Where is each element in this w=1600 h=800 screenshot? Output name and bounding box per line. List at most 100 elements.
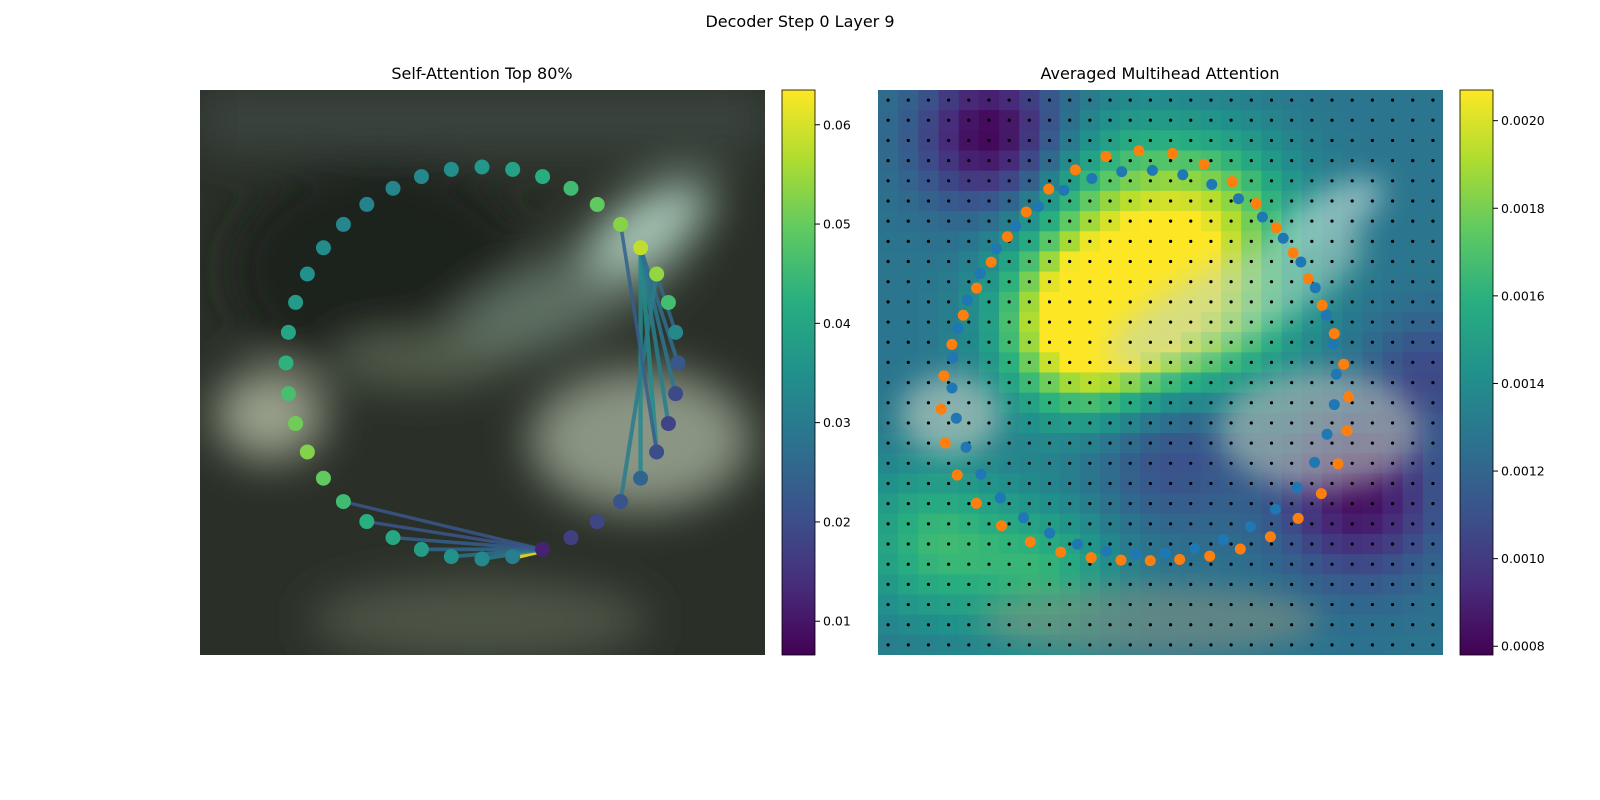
attention-edge [638, 245, 680, 365]
overlay-point [1287, 247, 1299, 259]
overlay-point [1343, 391, 1355, 403]
attention-point [563, 180, 579, 196]
overlay-point [1020, 206, 1032, 218]
attention-edge [618, 272, 659, 504]
colorbar-tick: 0.05 [815, 217, 851, 232]
colorbar-tick: 0.0020 [1493, 113, 1545, 128]
overlay-point [1146, 164, 1158, 176]
overlay-point [1144, 555, 1156, 567]
overlay-point [1316, 299, 1328, 311]
attention-point [668, 324, 684, 340]
attention-point [660, 294, 676, 310]
overlay-point [985, 256, 997, 268]
overlay-point [1198, 158, 1210, 170]
overlay-point [1001, 231, 1013, 243]
overlay-point [1043, 183, 1055, 195]
attention-point [443, 161, 459, 177]
overlay-point [1058, 184, 1070, 196]
svg-text:0.03: 0.03 [823, 415, 851, 430]
overlay-point [961, 294, 973, 306]
overlay-point [1321, 428, 1333, 440]
overlay-point [1044, 527, 1056, 539]
attention-point [633, 240, 649, 256]
attention-point [474, 159, 490, 175]
overlay-point [1256, 211, 1268, 223]
overlay-point [960, 441, 972, 453]
attention-point [649, 444, 665, 460]
colorbar-tick: 0.0014 [1493, 376, 1545, 391]
background-photo-left [200, 90, 765, 655]
attention-point [670, 355, 686, 371]
svg-text:0.0012: 0.0012 [1501, 464, 1545, 479]
attention-point [613, 216, 629, 232]
overlay-point [1232, 193, 1244, 205]
overlay-point [1159, 547, 1171, 559]
overlay-point [952, 322, 964, 334]
overlay-point [994, 492, 1006, 504]
overlay-point [1072, 538, 1084, 550]
colorbar-tick: 0.0012 [1493, 464, 1545, 479]
panel-title-self-attention: Self-Attention Top 80% [391, 64, 573, 83]
svg-text:0.04: 0.04 [823, 316, 851, 331]
overlay-point [938, 370, 950, 382]
svg-text:0.0008: 0.0008 [1501, 639, 1545, 654]
attention-point [385, 180, 401, 196]
overlay-point [1116, 166, 1128, 178]
attention-point [288, 416, 304, 432]
attention-point [280, 386, 296, 402]
overlay-point [1177, 169, 1189, 181]
overlay-point [1264, 531, 1276, 543]
overlay-point [939, 437, 951, 449]
overlay-point [1100, 545, 1112, 557]
overlay-point [1277, 232, 1289, 244]
attention-point [288, 294, 304, 310]
figure-suptitle: Decoder Step 0 Layer 9 [705, 12, 895, 31]
colorbar-tick: 0.0018 [1493, 201, 1545, 216]
overlay-point [1010, 220, 1022, 232]
overlay-point [1338, 358, 1350, 370]
overlay-point [1341, 425, 1353, 437]
overlay-point [974, 267, 986, 279]
overlay-point [1292, 512, 1304, 524]
svg-text:0.0014: 0.0014 [1501, 376, 1545, 391]
overlay-point [957, 309, 969, 321]
svg-text:0.06: 0.06 [823, 117, 851, 132]
svg-text:0.0020: 0.0020 [1501, 113, 1545, 128]
overlay-point [1055, 546, 1067, 558]
overlay-point [946, 338, 958, 350]
colorbar-tick: 0.02 [815, 514, 851, 529]
overlay-point [1032, 201, 1044, 213]
attention-point [359, 514, 375, 530]
overlay-point [1302, 273, 1314, 285]
overlay-point [1234, 543, 1246, 555]
overlay-point [970, 497, 982, 509]
overlay-point [1069, 164, 1081, 176]
overlay-point [1309, 456, 1321, 468]
attention-point [299, 444, 315, 460]
overlay-point [950, 412, 962, 424]
colorbar-tick: 0.01 [815, 614, 851, 629]
attention-point [474, 551, 490, 567]
attention-point [413, 169, 429, 185]
attention-point [280, 324, 296, 340]
overlay-point [1250, 197, 1262, 209]
overlay-point [1315, 488, 1327, 500]
attention-edge [391, 535, 545, 552]
panel-title-multihead: Averaged Multihead Attention [1040, 64, 1280, 83]
attention-point [413, 541, 429, 557]
attention-edge [638, 245, 678, 396]
overlay-point [1217, 534, 1229, 546]
overlay-point [1174, 554, 1186, 566]
attention-point [535, 169, 551, 185]
overlay-point [946, 382, 958, 394]
overlay-point [1328, 328, 1340, 340]
attention-point [589, 514, 605, 530]
attention-edge [618, 222, 659, 454]
colorbar-tick: 0.04 [815, 316, 851, 331]
overlay-point [1133, 145, 1145, 157]
attention-edge [638, 245, 659, 455]
attention-point [385, 530, 401, 546]
overlay-point [1309, 282, 1321, 294]
overlay-point [1204, 550, 1216, 562]
svg-text:0.0010: 0.0010 [1501, 551, 1545, 566]
